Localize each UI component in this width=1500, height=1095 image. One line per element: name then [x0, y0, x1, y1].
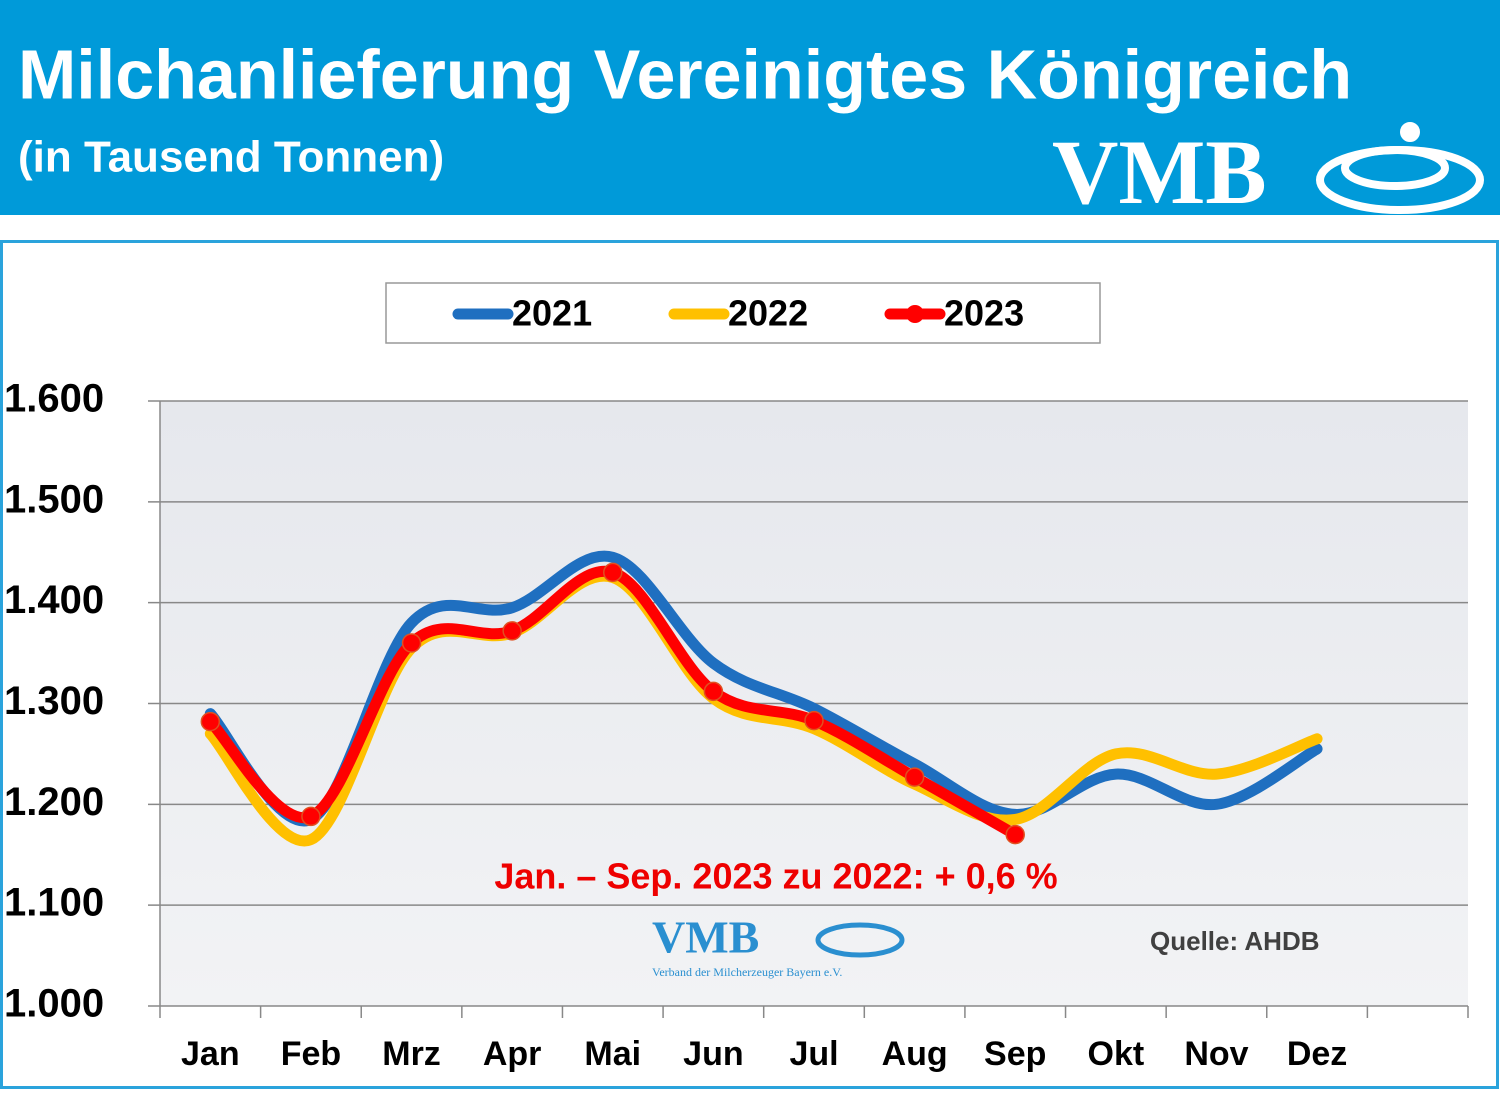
marker: [703, 681, 724, 702]
y-tick-label: 1.500: [4, 477, 104, 521]
y-tick-label: 1.600: [4, 377, 104, 421]
x-tick-label: Nov: [1184, 1035, 1248, 1073]
x-tick-label: Jun: [683, 1035, 743, 1073]
logo: VMB: [1052, 121, 1267, 223]
line: [204, 565, 1021, 841]
legend-marker: [906, 305, 924, 323]
legend-label: 2021: [512, 293, 592, 334]
x-tick-label: Dez: [1287, 1035, 1347, 1073]
marker: [904, 767, 925, 787]
x-tick-label: Aug: [882, 1035, 948, 1073]
marker: [301, 806, 321, 827]
x-tick-label: Mrz: [382, 1035, 441, 1073]
annotation: Jan. – Sep. 2023 zu 2022: + 0,6 %: [494, 856, 1057, 897]
watermark-subtitle: Verband der Milcherzeuger Bayern e.V.: [652, 965, 842, 979]
title: Milchanlieferung Vereinigtes Königreich: [18, 35, 1352, 113]
watermark-swirl: [815, 922, 905, 958]
x-tick-label: Jan: [181, 1035, 240, 1073]
marker: [603, 562, 623, 583]
subtitle: (in Tausend Tonnen): [18, 133, 444, 182]
x-tick-label: Okt: [1088, 1035, 1145, 1073]
x-tick-label: Jul: [789, 1035, 838, 1073]
legend-label: 2023: [944, 293, 1024, 334]
marker: [804, 710, 824, 731]
source: Quelle: AHDB: [1150, 926, 1320, 956]
y-tick-label: 1.000: [4, 982, 104, 1026]
logo-swirl: [1316, 122, 1484, 214]
marker: [200, 711, 221, 732]
x-tick-label: Feb: [281, 1035, 341, 1073]
legend-label: 2022: [728, 293, 808, 334]
marker: [1005, 824, 1025, 845]
header-band: [0, 0, 1500, 215]
y-tick-label: 1.200: [4, 780, 104, 824]
y-tick-label: 1.300: [4, 679, 104, 723]
marker: [401, 633, 422, 653]
y-tick-label: 1.400: [4, 578, 104, 622]
x-tick-label: Mai: [584, 1035, 641, 1073]
y-tick-label: 1.100: [4, 881, 104, 925]
marker: [502, 621, 522, 641]
x-tick-label: Sep: [984, 1035, 1046, 1073]
watermark: VMB: [652, 912, 759, 963]
x-tick-label: Apr: [483, 1035, 542, 1073]
